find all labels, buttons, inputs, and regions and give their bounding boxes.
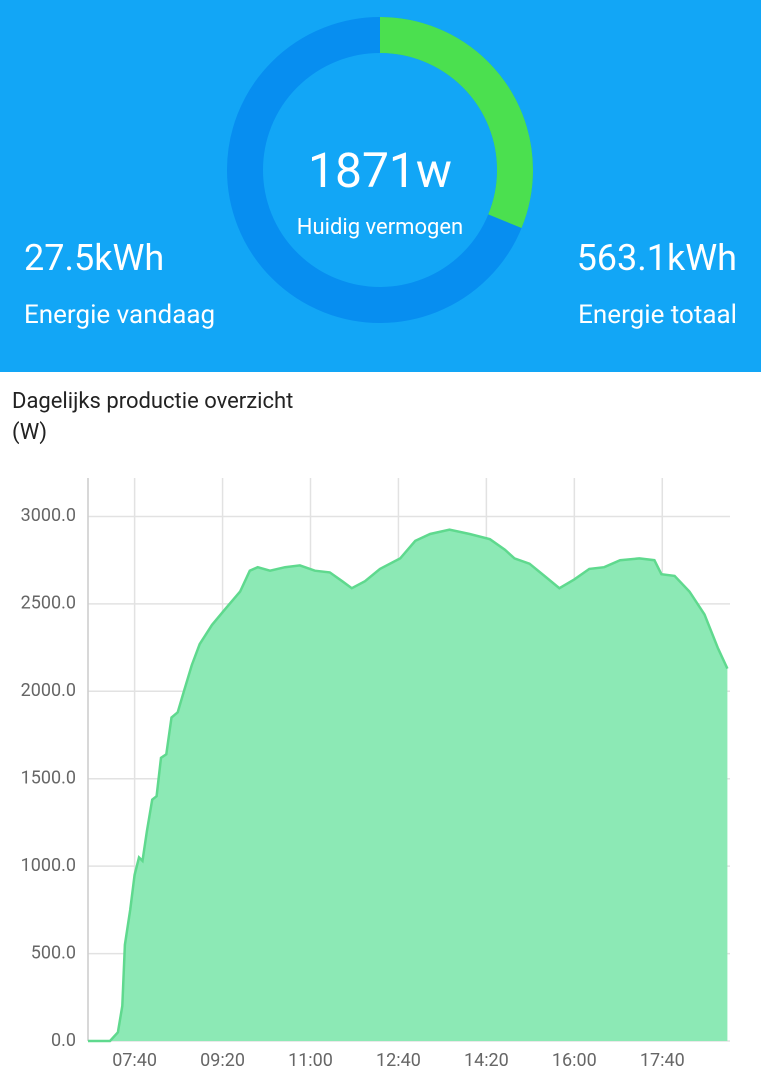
energy-today-value: 27.5 — [24, 237, 94, 279]
current-power-value: 1871 — [308, 142, 416, 199]
x-tick-label: 11:00 — [288, 1050, 333, 1071]
energy-total: 563.1kWh — [577, 237, 737, 279]
gauge — [227, 17, 533, 323]
line — [88, 528, 729, 1043]
x-tick-label: 17:40 — [640, 1050, 685, 1071]
gauge-arc — [227, 17, 533, 323]
current-power-label: Huidig vermogen — [297, 215, 463, 240]
y-tick-label: 500.0 — [31, 942, 76, 963]
y-tick-label: 2500.0 — [21, 593, 76, 614]
chart-title: Dagelijks productie overzicht — [12, 389, 293, 414]
x-tick-label: 09:20 — [200, 1050, 245, 1071]
plot: 0.0 500.0 1000.0 1500.0 2000.0 2500.0 3000.0 07… — [21, 478, 730, 1071]
area — [88, 529, 728, 1041]
energy-total-value: 563.1 — [577, 237, 667, 279]
x-tick-label: 12:40 — [376, 1050, 421, 1071]
x-tick-label: 07:40 — [112, 1050, 157, 1071]
energy-total-unit: kWh — [667, 237, 737, 279]
x-tick-label: 16:00 — [552, 1050, 597, 1071]
energy-today-unit: kWh — [94, 237, 164, 279]
current-power: 1871w — [308, 142, 452, 199]
energy-total-label: Energie totaal — [578, 300, 737, 330]
y-tick-label: 3000.0 — [21, 505, 76, 526]
y-tick-label: 0.0 — [51, 1030, 76, 1051]
y-tick-label: 2000.0 — [21, 680, 76, 701]
energy-today: 27.5kWh — [24, 237, 164, 279]
x-tick-label: 14:20 — [464, 1050, 509, 1071]
energy-today-label: Energie vandaag — [24, 300, 215, 330]
chart-subtitle: (W) — [12, 420, 47, 445]
current-power-unit: w — [416, 142, 452, 199]
y-tick-label: 1000.0 — [21, 855, 76, 876]
y-tick-label: 1500.0 — [21, 767, 76, 788]
